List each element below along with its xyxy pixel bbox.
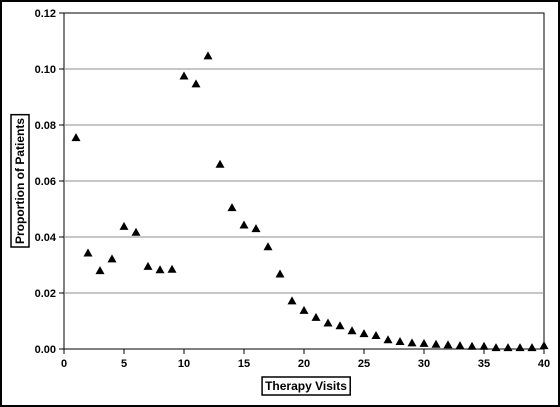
data-point [227,203,237,212]
data-point [419,338,429,347]
y-tick-label: 0.08 [35,120,56,132]
data-point [239,220,249,229]
data-point [191,79,201,88]
y-tick-label: 0.10 [35,64,56,76]
x-axis-title: Therapy Visits [265,379,347,393]
data-point [83,248,93,257]
x-axis-title-box: Therapy Visits [261,376,351,396]
x-tick-label: 35 [478,358,490,370]
data-point [515,343,525,352]
data-point [539,341,549,350]
data-point [143,261,153,270]
data-point [71,133,81,142]
data-point [491,343,501,352]
data-point [503,343,513,352]
data-point [479,341,489,350]
grid-lines [64,68,544,294]
data-point [119,221,129,230]
data-point [311,312,321,321]
data-point [527,343,537,352]
data-point [431,339,441,348]
x-tick-label: 0 [61,358,67,370]
data-point [155,265,165,274]
data-point [395,336,405,345]
data-point [383,335,393,344]
data-point [167,264,177,273]
data-points [71,51,549,352]
data-point [287,296,297,305]
y-axis-title-box: Proportion of Patients [10,113,30,248]
data-point [371,331,381,340]
data-point [95,266,105,275]
x-tick-label: 5 [121,358,127,370]
x-axis-ticks: 0 5 10 15 20 25 30 35 40 [61,349,550,370]
data-point [359,329,369,338]
data-point [455,341,465,350]
x-tick-label: 15 [238,358,250,370]
data-point [203,51,213,60]
data-point [299,305,309,314]
y-tick-label: 0.06 [35,176,56,188]
y-tick-label: 0.04 [35,232,57,244]
data-point [215,159,225,168]
y-tick-label: 0.12 [35,8,56,20]
data-point [131,227,141,236]
y-axis-ticks: 0.00 0.02 0.04 0.06 0.08 0.10 0.12 [35,8,64,356]
data-point [251,224,261,233]
data-point [335,321,345,330]
x-tick-label: 20 [298,358,310,370]
data-point [107,254,117,263]
data-point [407,338,417,347]
data-point [323,318,333,327]
data-point [347,326,357,335]
data-point [467,341,477,350]
x-tick-label: 30 [418,358,430,370]
data-point [443,340,453,349]
data-point [263,242,273,251]
y-tick-label: 0.00 [35,344,56,356]
y-tick-label: 0.02 [35,288,56,300]
data-point [275,269,285,278]
x-tick-label: 40 [538,358,550,370]
y-axis-title: Proportion of Patients [13,118,27,244]
x-tick-label: 10 [178,358,190,370]
data-point [179,71,189,80]
x-tick-label: 25 [358,358,370,370]
